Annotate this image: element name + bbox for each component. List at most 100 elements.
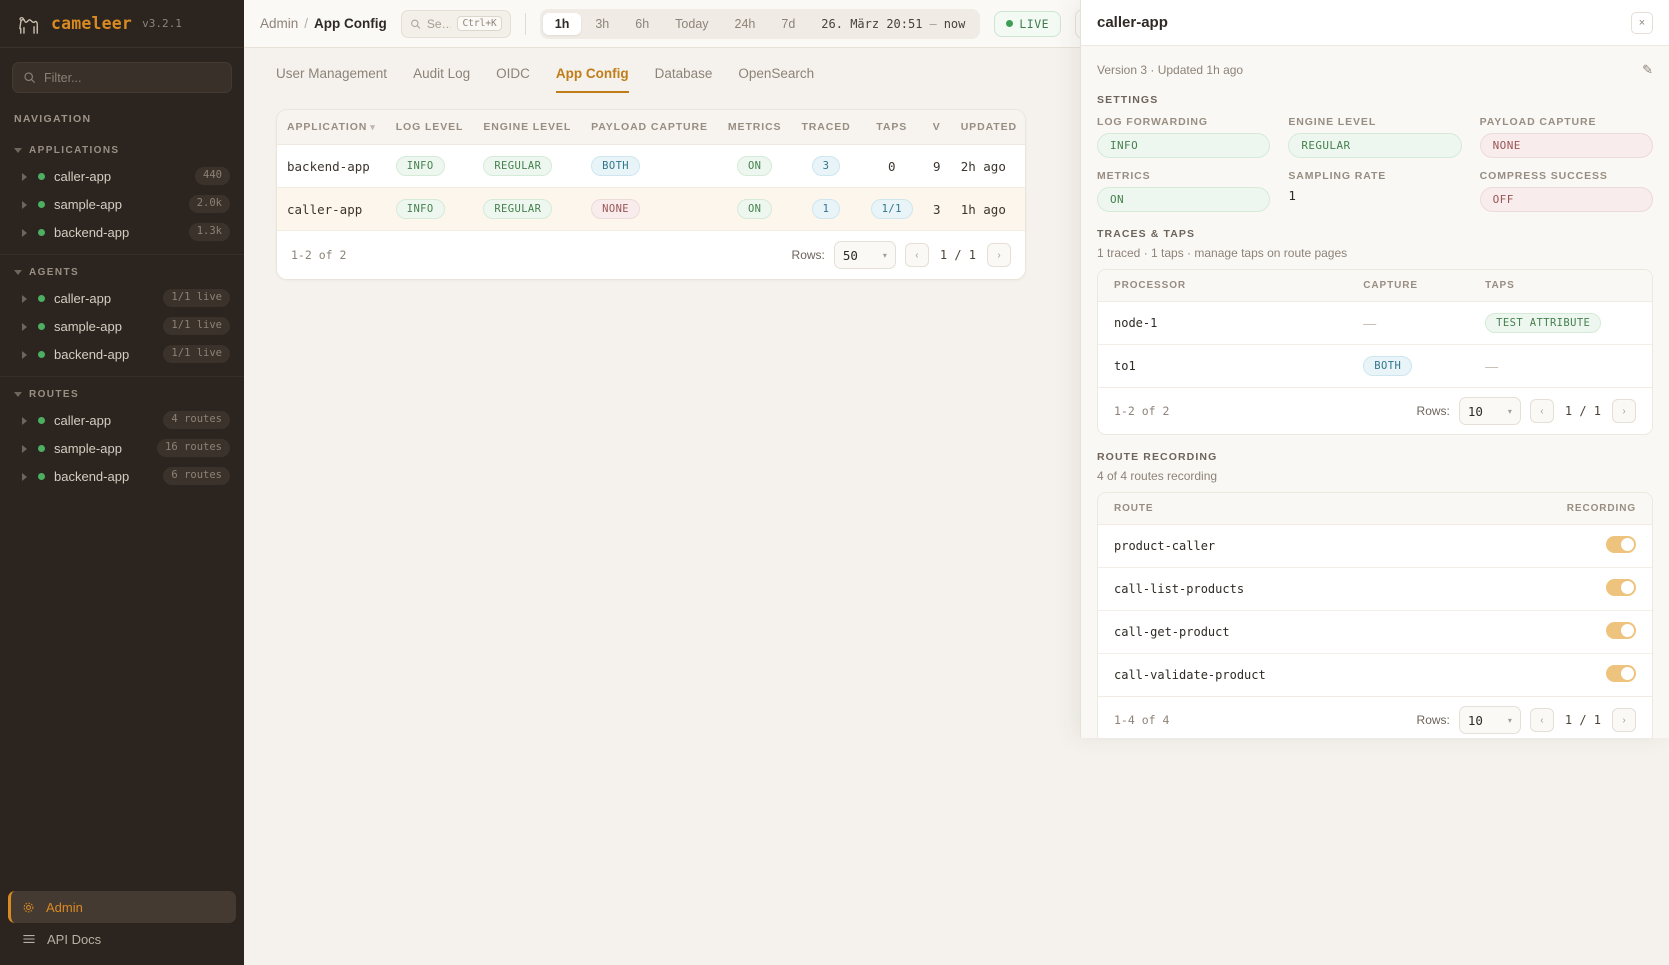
cell-route: product-caller <box>1098 524 1486 568</box>
range-dates[interactable]: 26. März 20:51 — now <box>809 17 977 31</box>
cell-processor: to1 <box>1114 359 1136 373</box>
table-row[interactable]: call-list-products <box>1098 567 1652 611</box>
range-today[interactable]: Today <box>675 16 709 31</box>
setting-label: METRICS <box>1097 170 1151 182</box>
search-icon <box>410 19 420 29</box>
breadcrumb-separator: / <box>304 16 309 31</box>
cell-capture: BOTH <box>1347 345 1469 388</box>
col-updated[interactable]: UPDATED <box>950 110 1025 145</box>
global-search[interactable]: Se… Ctrl+K <box>400 9 511 38</box>
col-payload-capture[interactable]: PAYLOAD CAPTURE <box>581 110 718 145</box>
recording-toggle[interactable] <box>1606 536 1636 553</box>
live-badge[interactable]: LIVE <box>994 10 1062 37</box>
close-icon[interactable]: × <box>1631 11 1653 34</box>
tab-database[interactable]: Database <box>654 66 713 81</box>
recording-toggle[interactable] <box>1606 665 1636 682</box>
status-dot <box>38 200 45 208</box>
section-header-agents[interactable]: AGENTS <box>0 255 244 284</box>
status-dot <box>38 294 45 302</box>
brand-name: cameleer <box>51 14 133 33</box>
chevron-right-icon <box>22 350 29 359</box>
sidebar-item-app-caller-app[interactable]: caller-app 440 <box>0 162 244 190</box>
sidebar-item-route-backend-app[interactable]: backend-app 6 routes <box>0 462 244 490</box>
tab-audit-log[interactable]: Audit Log <box>413 66 471 81</box>
sidebar-filter[interactable] <box>12 62 232 93</box>
rows-per-page-select[interactable]: 10 ▾ <box>1458 706 1521 734</box>
cell-recording <box>1486 654 1652 697</box>
col-taps[interactable]: TAPS <box>860 110 923 145</box>
table-row[interactable]: call-get-product <box>1098 610 1652 654</box>
sidebar-item-agent-backend-app[interactable]: backend-app 1/1 live <box>0 340 244 368</box>
row-range: 1-2 of 2 <box>1114 404 1170 418</box>
sidebar-item-app-backend-app[interactable]: backend-app 1.3k <box>0 218 244 246</box>
col-processor: PROCESSOR <box>1098 270 1348 302</box>
prev-page-button[interactable]: ‹ <box>904 243 929 267</box>
next-page-button[interactable]: › <box>1612 708 1636 732</box>
range-date-from: 26. März 20:51 <box>821 16 923 31</box>
sidebar-item-app-sample-app[interactable]: sample-app 2.0k <box>0 190 244 218</box>
col-log-level[interactable]: LOG LEVEL <box>385 110 474 145</box>
cell-updated: 1h ago <box>950 187 1025 231</box>
status-dot <box>38 322 45 330</box>
tab-app-config[interactable]: App Config <box>555 66 629 93</box>
next-page-button[interactable]: › <box>987 243 1011 267</box>
breadcrumb-root[interactable]: Admin <box>260 16 299 31</box>
sidebar-item-api-docs[interactable]: API Docs <box>8 923 236 955</box>
sidebar-item-agent-sample-app[interactable]: sample-app 1/1 live <box>0 312 244 340</box>
col-traced[interactable]: TRACED <box>791 110 861 145</box>
table-row[interactable]: call-validate-product <box>1098 654 1652 697</box>
sidebar-item-route-sample-app[interactable]: sample-app 16 routes <box>0 434 244 462</box>
cell-log-level: INFO <box>385 144 474 188</box>
next-page-button[interactable]: › <box>1612 399 1636 423</box>
routes-card: ROUTE RECORDING product-caller call-list… <box>1097 492 1653 738</box>
brand[interactable]: cameleer v3.2.1 <box>0 0 244 48</box>
sidebar-item-label: caller-app <box>54 290 112 306</box>
sidebar-item-route-caller-app[interactable]: caller-app 4 routes <box>0 406 244 434</box>
tab-oidc[interactable]: OIDC <box>496 66 530 81</box>
chevron-down-icon: ▾ <box>882 250 887 260</box>
table-row[interactable]: product-caller <box>1098 524 1652 568</box>
range-24h[interactable]: 24h <box>734 16 756 31</box>
cell-payload-capture: NONE <box>581 187 718 231</box>
cell-recording <box>1485 610 1652 654</box>
prev-page-button[interactable]: ‹ <box>1529 708 1554 732</box>
routes-table: ROUTE RECORDING product-caller call-list… <box>1098 493 1652 696</box>
section-header-applications[interactable]: APPLICATIONS <box>0 133 244 162</box>
range-7d[interactable]: 7d <box>781 16 796 31</box>
chevron-right-icon <box>22 294 29 303</box>
pill-capture: BOTH <box>1363 356 1413 376</box>
range-3h[interactable]: 3h <box>595 16 610 31</box>
col-metrics[interactable]: METRICS <box>717 110 792 145</box>
prev-page-button[interactable]: ‹ <box>1529 399 1554 423</box>
range-1h[interactable]: 1h <box>542 12 582 35</box>
tab-opensearch[interactable]: OpenSearch <box>738 66 815 81</box>
range-6h[interactable]: 6h <box>635 16 650 31</box>
pill-log-level: INFO <box>395 199 445 219</box>
recording-toggle[interactable] <box>1606 579 1636 596</box>
routes-subtitle: 4 of 4 routes recording <box>1097 469 1218 483</box>
cell-traced: 3 <box>791 144 861 188</box>
sidebar-item-admin[interactable]: Admin <box>8 891 236 923</box>
empty-value: — <box>1363 315 1377 331</box>
sidebar-item-label: API Docs <box>47 931 102 947</box>
table-row[interactable]: backend-app INFO REGULAR BOTH ON 3 0 9 2… <box>277 144 1025 188</box>
table-row[interactable]: node-1 — TEST ATTRIBUTE <box>1098 301 1652 345</box>
sidebar-filter-input[interactable] <box>44 70 221 85</box>
tab-user-management[interactable]: User Management <box>276 66 388 81</box>
col-engine-level[interactable]: ENGINE LEVEL <box>473 110 582 145</box>
section-header-routes[interactable]: ROUTES <box>0 377 244 406</box>
cell-log-level: INFO <box>385 187 474 231</box>
book-icon <box>23 935 35 943</box>
rows-per-page-select[interactable]: 10 ▾ <box>1458 397 1521 425</box>
row-range: 1-2 of 2 <box>291 248 347 262</box>
live-dot-icon <box>1006 20 1014 27</box>
sidebar-item-agent-caller-app[interactable]: caller-app 1/1 live <box>0 284 244 312</box>
col-application[interactable]: APPLICATION ▾ <box>277 110 386 145</box>
recording-toggle[interactable] <box>1606 622 1636 639</box>
pencil-icon[interactable]: ✎ <box>1642 62 1653 77</box>
col-version[interactable]: V <box>922 110 951 145</box>
table-row[interactable]: caller-app INFO REGULAR NONE ON 1 1/1 3 … <box>277 187 1025 231</box>
table-row[interactable]: to1 BOTH — <box>1098 345 1652 388</box>
setting-label: LOG FORWARDING <box>1097 116 1208 128</box>
rows-per-page-select[interactable]: 50 ▾ <box>833 241 896 269</box>
